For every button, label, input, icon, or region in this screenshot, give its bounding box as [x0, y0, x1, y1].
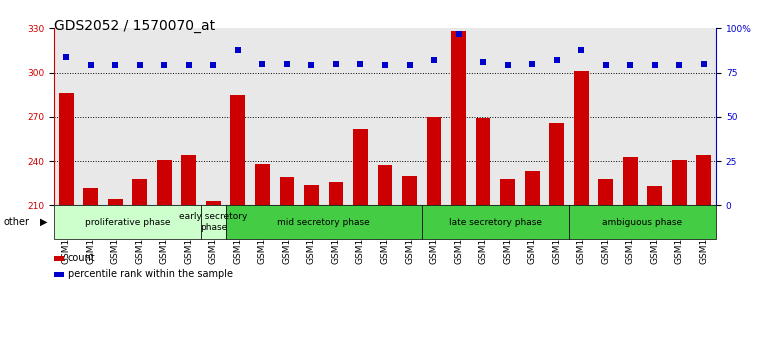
- Point: [648, 63, 661, 68]
- Point: [207, 63, 219, 68]
- Bar: [280, 177, 294, 205]
- Bar: [377, 166, 393, 205]
- Point: [330, 61, 342, 67]
- Bar: [402, 176, 417, 205]
- Point: [501, 63, 514, 68]
- Bar: [304, 185, 319, 205]
- Bar: [255, 164, 270, 205]
- Point: [477, 59, 489, 65]
- Point: [182, 63, 195, 68]
- Text: count: count: [68, 253, 95, 263]
- Bar: [648, 186, 662, 205]
- Point: [403, 63, 416, 68]
- Point: [673, 63, 685, 68]
- Point: [232, 47, 244, 52]
- Bar: [500, 179, 515, 205]
- Point: [133, 63, 146, 68]
- Bar: [230, 95, 245, 205]
- Bar: [353, 129, 368, 205]
- Bar: [182, 155, 196, 205]
- Bar: [476, 118, 490, 205]
- Point: [305, 63, 317, 68]
- Bar: [598, 179, 613, 205]
- Bar: [525, 171, 540, 205]
- Text: ambiguous phase: ambiguous phase: [602, 218, 682, 227]
- Point: [624, 63, 637, 68]
- Point: [428, 57, 440, 63]
- Bar: [672, 160, 687, 205]
- Point: [109, 63, 122, 68]
- Bar: [329, 182, 343, 205]
- Bar: [157, 160, 172, 205]
- Bar: [451, 31, 466, 205]
- Point: [60, 54, 72, 59]
- Text: ▶: ▶: [40, 217, 48, 227]
- Point: [575, 47, 588, 52]
- Text: proliferative phase: proliferative phase: [85, 218, 170, 227]
- Text: early secretory
phase: early secretory phase: [179, 212, 247, 232]
- Point: [698, 61, 710, 67]
- Point: [526, 61, 538, 67]
- Text: other: other: [4, 217, 30, 227]
- Bar: [108, 199, 122, 205]
- Text: mid secretory phase: mid secretory phase: [277, 218, 370, 227]
- Bar: [549, 123, 564, 205]
- Bar: [623, 156, 638, 205]
- Bar: [83, 188, 98, 205]
- Text: percentile rank within the sample: percentile rank within the sample: [68, 269, 233, 279]
- Point: [379, 63, 391, 68]
- Point: [453, 31, 465, 36]
- Bar: [427, 117, 441, 205]
- Point: [354, 61, 367, 67]
- Point: [158, 63, 170, 68]
- Point: [551, 57, 563, 63]
- Point: [281, 61, 293, 67]
- Text: GDS2052 / 1570070_at: GDS2052 / 1570070_at: [54, 19, 215, 34]
- Point: [256, 61, 269, 67]
- Point: [85, 63, 97, 68]
- Point: [600, 63, 612, 68]
- Bar: [697, 155, 711, 205]
- Text: late secretory phase: late secretory phase: [449, 218, 542, 227]
- Bar: [206, 201, 221, 205]
- Bar: [59, 93, 73, 205]
- Bar: [132, 179, 147, 205]
- Bar: [574, 71, 588, 205]
